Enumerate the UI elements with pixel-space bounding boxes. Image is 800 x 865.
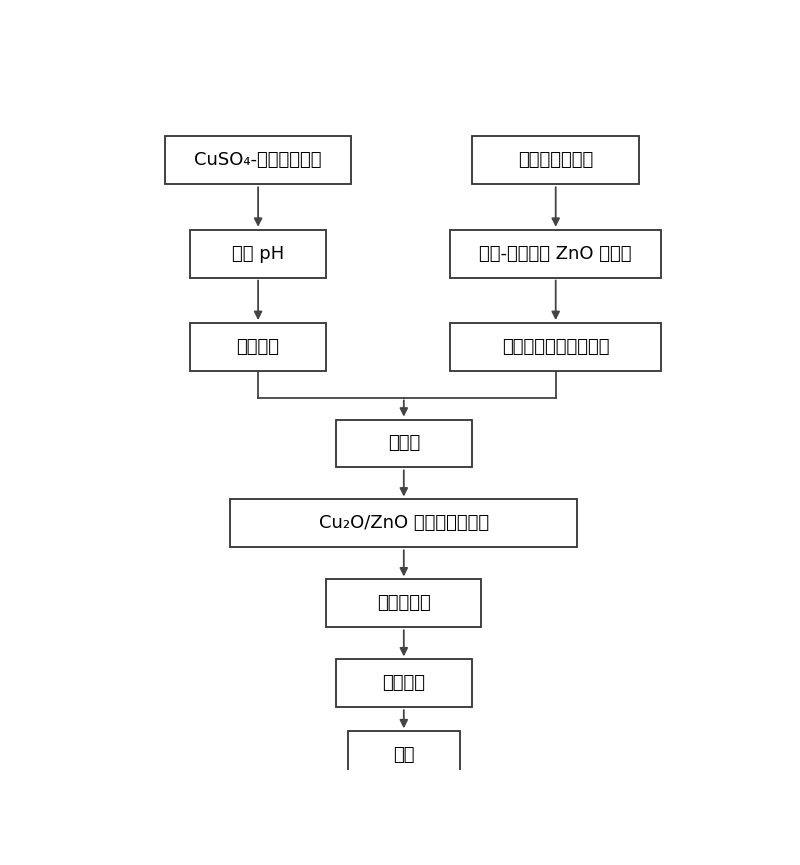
Text: 电沉积: 电沉积 <box>388 434 420 452</box>
Text: 镀金电极: 镀金电极 <box>382 674 426 692</box>
Bar <box>472 137 639 184</box>
Text: 水洗，干燥: 水洗，干燥 <box>377 594 430 612</box>
Bar <box>336 420 472 467</box>
Bar <box>326 580 482 627</box>
Bar <box>190 323 326 371</box>
Bar <box>450 323 661 371</box>
Bar <box>348 731 459 779</box>
Text: 配制前驱体溶液: 配制前驱体溶液 <box>518 151 594 170</box>
Text: CuSO₄-乳酸络合溶液: CuSO₄-乳酸络合溶液 <box>194 151 322 170</box>
Text: 溶胶-凝胶制备 ZnO 种子层: 溶胶-凝胶制备 ZnO 种子层 <box>479 245 632 263</box>
Text: Cu₂O/ZnO 三维结构异质结: Cu₂O/ZnO 三维结构异质结 <box>318 515 489 533</box>
Bar <box>450 230 661 278</box>
Bar <box>336 659 472 708</box>
Bar <box>165 137 351 184</box>
Text: 沉积溶液: 沉积溶液 <box>237 338 280 356</box>
Bar <box>230 499 578 548</box>
Bar <box>190 230 326 278</box>
Text: 水热法生长纳米棒阵列: 水热法生长纳米棒阵列 <box>502 338 610 356</box>
Text: 调节 pH: 调节 pH <box>232 245 284 263</box>
Text: 测试: 测试 <box>393 746 414 764</box>
